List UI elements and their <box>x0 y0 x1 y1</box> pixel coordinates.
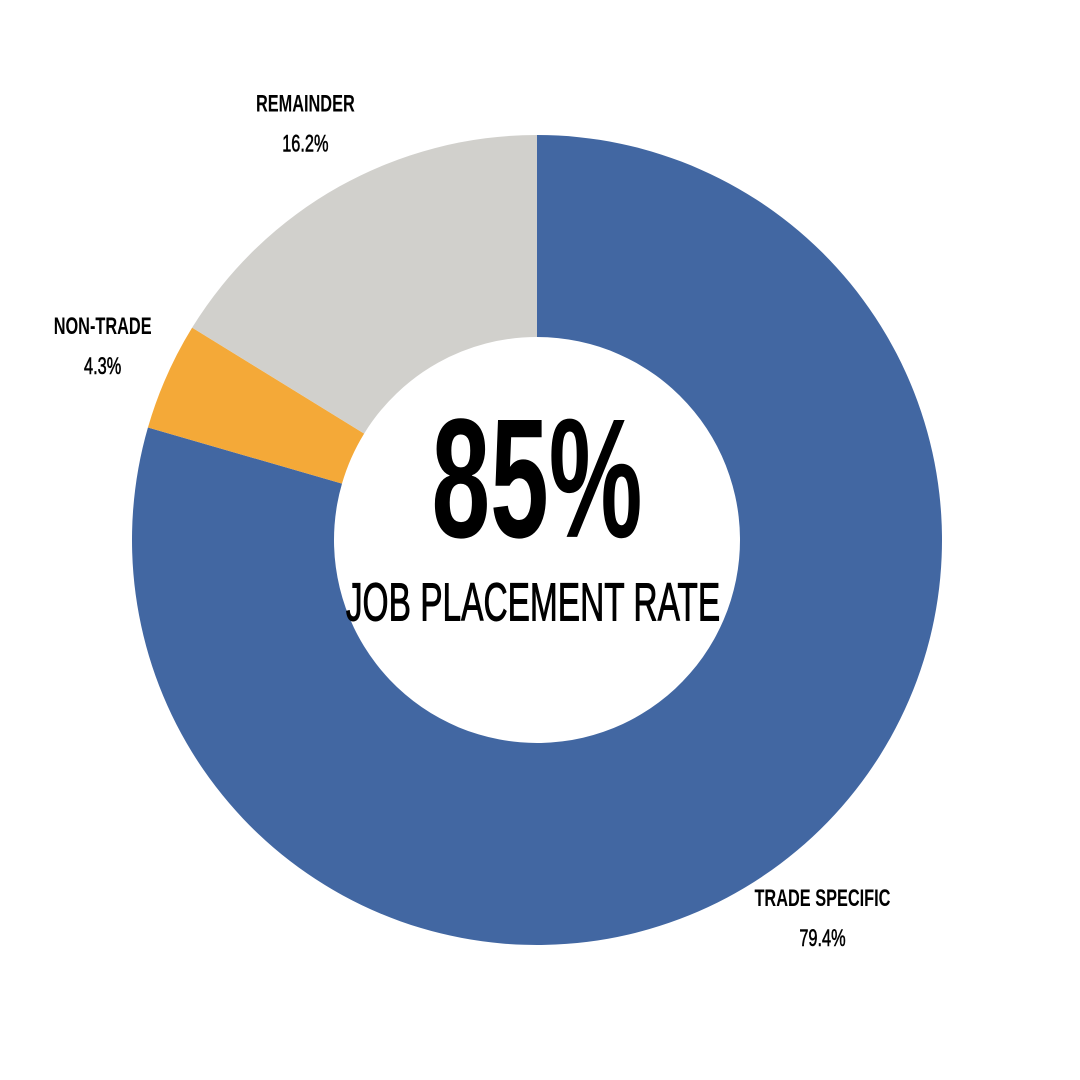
slices <box>132 135 943 945</box>
slice-label: REMAINDER <box>256 91 355 118</box>
value-label: 4.3% <box>84 353 121 380</box>
value-label: 79.4% <box>799 925 845 952</box>
value-label: 16.2% <box>282 131 328 158</box>
slice <box>192 135 537 434</box>
slice-label: TRADE SPECIFIC <box>754 885 890 912</box>
slice <box>132 135 943 945</box>
center-subtitle: JOB PLACEMENT RATE <box>346 571 720 632</box>
slice <box>147 327 365 484</box>
center-value: 85% <box>432 383 643 573</box>
slice-label: NON-TRADE <box>54 313 152 340</box>
